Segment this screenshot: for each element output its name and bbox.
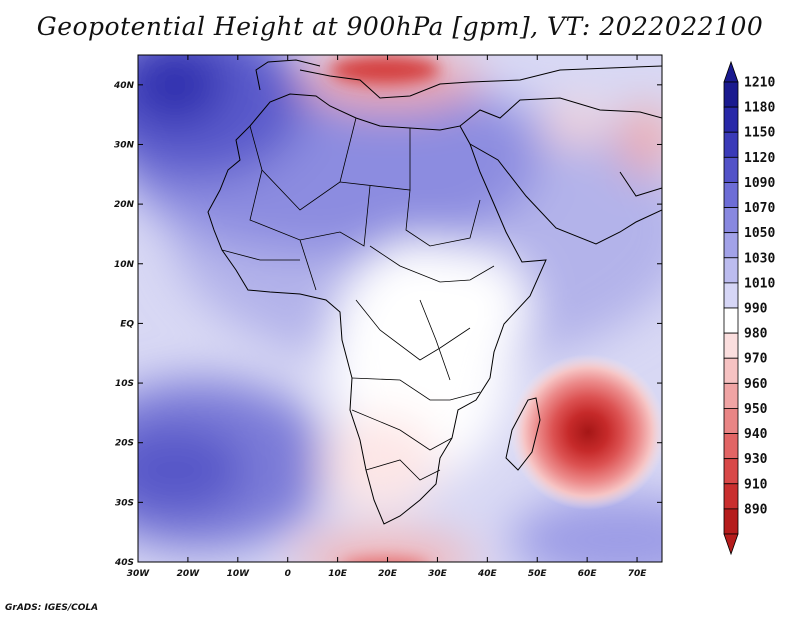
colorbar-swatch [723, 257, 739, 284]
colorbar-swatch [723, 307, 739, 334]
colorbar-label: 1210 [744, 76, 775, 91]
coastlines [207, 59, 662, 525]
colorbar-label: 960 [744, 377, 768, 392]
country-borders [221, 117, 495, 481]
lat-label: 40S [114, 558, 134, 568]
colorbar-label: 1120 [744, 151, 775, 166]
lat-label: 10S [115, 379, 134, 389]
lat-label: 30S [115, 498, 134, 508]
lon-label: 20W [177, 569, 201, 579]
colorbar-swatch [723, 433, 739, 460]
colorbar-swatch [723, 232, 739, 259]
colorbar-label: 930 [744, 452, 768, 467]
lon-label: 10E [328, 569, 348, 579]
colorbar-label: 910 [744, 477, 768, 492]
lon-label: 0 [285, 569, 291, 579]
colorbar-swatch [723, 282, 739, 309]
colorbar-label: 950 [744, 402, 768, 417]
lon-label: 10W [227, 569, 251, 579]
colorbar-label: 1030 [744, 251, 775, 266]
colorbar-swatch [723, 131, 739, 158]
colorbar-swatch [723, 156, 739, 183]
colorbar-top-arrow [723, 60, 739, 83]
lat-label: 30N [114, 140, 135, 150]
lon-label: 30E [428, 569, 448, 579]
lon-label: 20E [378, 569, 398, 579]
colorbar-label: 1070 [744, 201, 775, 216]
colorbar-swatch [723, 207, 739, 234]
lat-label: 20N [114, 200, 135, 210]
lat-label: EQ [120, 319, 134, 329]
colorbar-swatch [723, 106, 739, 133]
colorbar-swatch [723, 332, 739, 359]
colorbar-label: 1050 [744, 226, 775, 241]
map-title: Geopotential Height at 900hPa [gpm], VT:… [36, 12, 764, 41]
lat-label: 20S [115, 439, 134, 449]
colorbar-label: 890 [744, 502, 768, 517]
lat-label: 40N [113, 81, 135, 91]
lon-label: 70E [628, 569, 648, 579]
colorbar-swatch [723, 182, 739, 208]
colorbar-label: 1180 [744, 101, 775, 116]
colorbar-label: 1150 [744, 126, 775, 141]
cyclone-low [510, 354, 662, 510]
lon-label: 50E [528, 569, 548, 579]
colorbar-swatch [723, 408, 739, 434]
map-frame [137, 54, 663, 563]
colorbar-swatch [723, 81, 739, 108]
colorbar-label: 990 [744, 302, 768, 317]
colorbar-label: 1090 [744, 176, 775, 191]
colorbar-label: 980 [744, 327, 768, 342]
lon-label: 60E [578, 569, 598, 579]
colorbar-label: 1010 [744, 276, 775, 291]
colorbar-swatch [723, 382, 739, 409]
colorbar-swatch [723, 458, 739, 485]
lon-label: 40E [477, 569, 498, 579]
lat-label: 10N [114, 260, 135, 270]
colorbar-swatch [723, 508, 739, 535]
footer-credit: GrADS: IGES/COLA [5, 603, 99, 613]
colorbar-bottom-arrow [723, 533, 739, 556]
colorbar-swatch [723, 357, 739, 384]
colorbar: 1210 1180 1150 1120 1090 1070 1050 1030 1010 990 9… [723, 60, 775, 556]
colorbar-swatch [723, 483, 739, 510]
colorbar-label: 970 [744, 352, 768, 367]
lon-label: 30W [127, 569, 151, 579]
longitude-axis: 30W 20W 10W 0 10E 20E 30E 40E 50E 60E 70E [127, 55, 647, 579]
height-field [138, 55, 662, 562]
colorbar-label: 940 [744, 427, 768, 442]
latitude-axis: 40N 30N 20N 10N EQ 10S 20S 30S 40S [113, 81, 662, 568]
